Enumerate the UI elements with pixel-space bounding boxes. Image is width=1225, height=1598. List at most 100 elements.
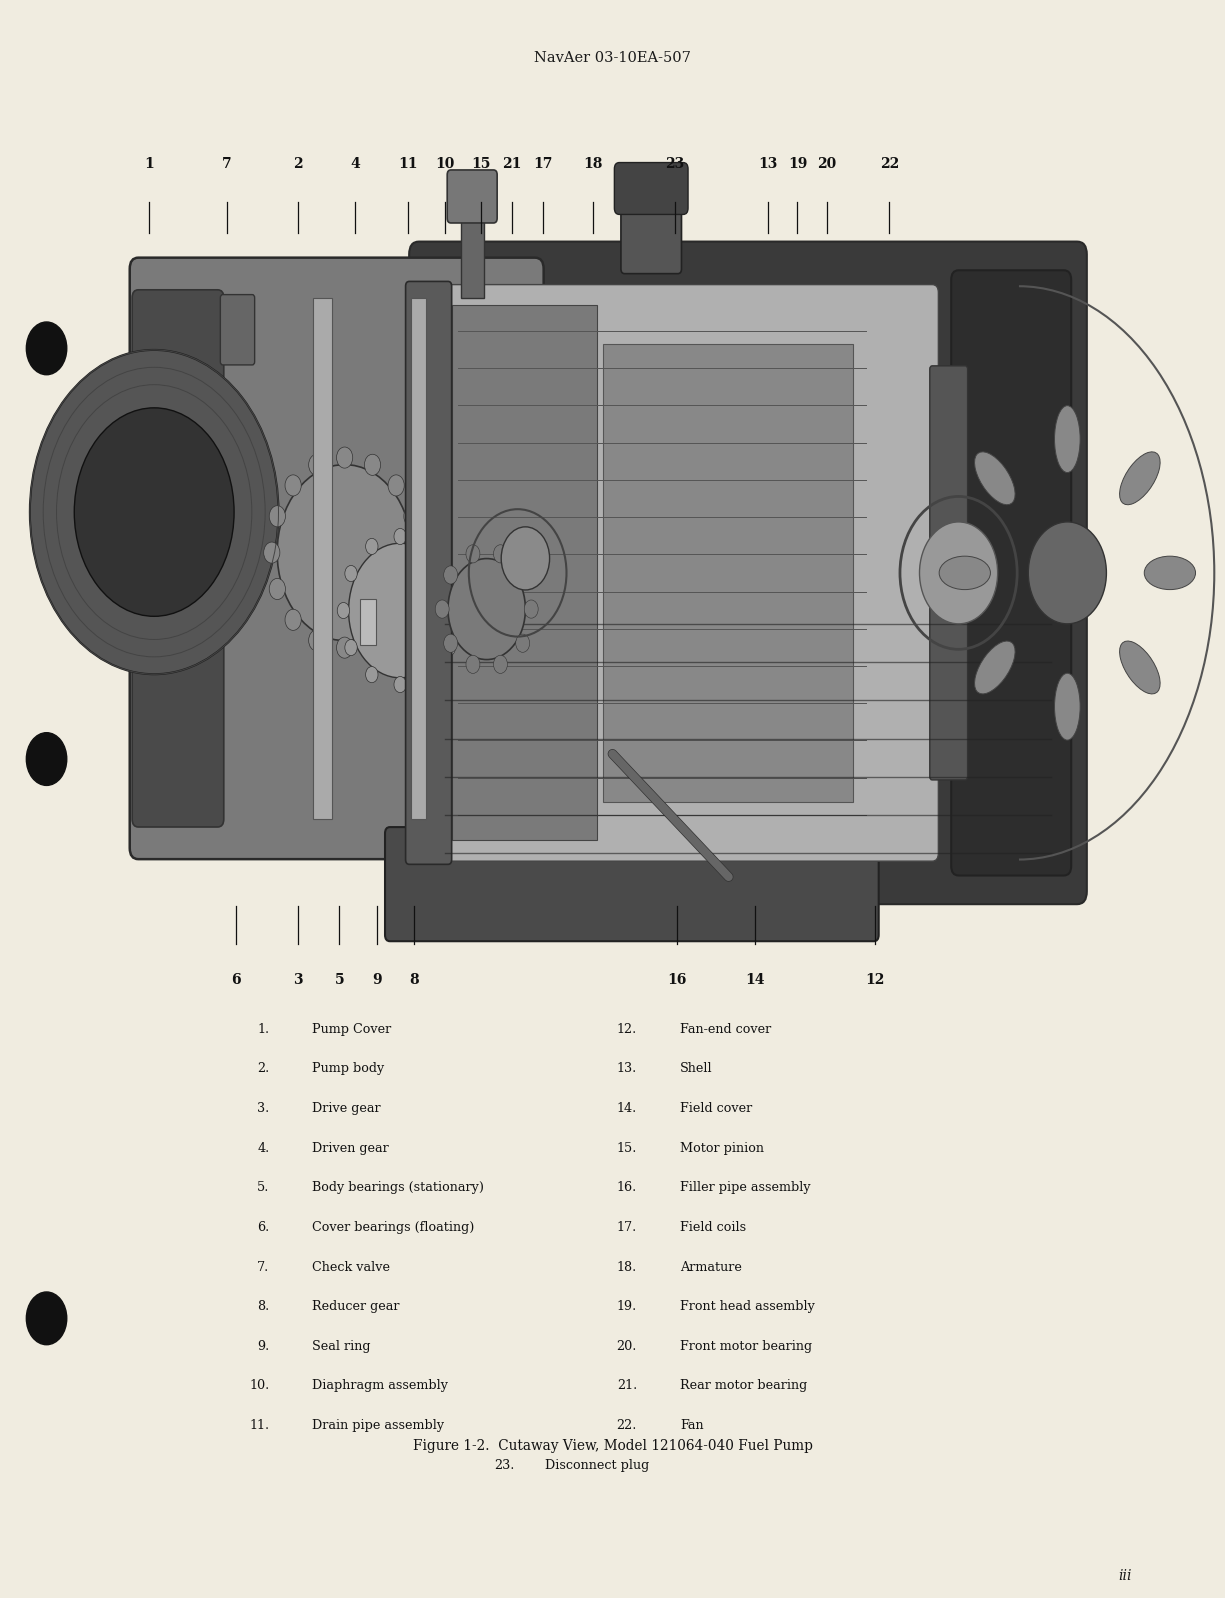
Text: Disconnect plug: Disconnect plug (545, 1459, 649, 1472)
Circle shape (29, 350, 278, 674)
Text: 16: 16 (668, 973, 687, 986)
Circle shape (364, 454, 381, 475)
Text: 2: 2 (293, 157, 303, 171)
Circle shape (263, 542, 279, 562)
Text: Fan: Fan (680, 1419, 703, 1432)
Text: 3.: 3. (257, 1103, 270, 1115)
Bar (129, 211, 1096, 935)
Ellipse shape (1120, 641, 1160, 694)
Text: Driven gear: Driven gear (312, 1141, 390, 1155)
Text: 22.: 22. (616, 1419, 637, 1432)
Text: 22: 22 (880, 157, 899, 171)
Circle shape (451, 602, 463, 618)
Text: 10.: 10. (249, 1379, 270, 1392)
Ellipse shape (975, 641, 1016, 694)
Text: Filler pipe assembly: Filler pipe assembly (680, 1181, 811, 1194)
Circle shape (285, 475, 301, 495)
FancyBboxPatch shape (405, 281, 452, 865)
Circle shape (423, 666, 435, 682)
Circle shape (277, 465, 412, 641)
Circle shape (26, 1291, 67, 1346)
Text: 5: 5 (334, 973, 344, 986)
Circle shape (443, 566, 456, 582)
Text: 1: 1 (145, 157, 154, 171)
Ellipse shape (1120, 452, 1160, 505)
Text: 19.: 19. (616, 1301, 637, 1314)
Circle shape (1028, 523, 1106, 623)
Text: Body bearings (stationary): Body bearings (stationary) (312, 1181, 484, 1194)
Text: 17: 17 (533, 157, 552, 171)
Text: 20.: 20. (616, 1339, 637, 1354)
Text: NavAer 03-10EA-507: NavAer 03-10EA-507 (534, 51, 691, 64)
FancyBboxPatch shape (952, 270, 1071, 876)
Circle shape (466, 655, 480, 673)
Text: 14.: 14. (616, 1103, 637, 1115)
FancyBboxPatch shape (385, 828, 878, 941)
Circle shape (345, 566, 358, 582)
Text: 3: 3 (293, 973, 303, 986)
Text: 4.: 4. (257, 1141, 270, 1155)
Circle shape (388, 609, 404, 630)
Circle shape (26, 323, 67, 374)
Circle shape (364, 630, 381, 650)
FancyBboxPatch shape (220, 294, 255, 364)
Circle shape (435, 599, 450, 618)
FancyBboxPatch shape (132, 289, 224, 828)
Circle shape (404, 505, 420, 527)
Text: 11: 11 (398, 157, 418, 171)
Circle shape (394, 529, 407, 545)
Text: 13: 13 (758, 157, 778, 171)
Text: 9.: 9. (257, 1339, 270, 1354)
Circle shape (516, 634, 529, 652)
Text: Drain pipe assembly: Drain pipe assembly (312, 1419, 445, 1432)
Text: 12: 12 (865, 973, 884, 986)
Bar (412, 297, 426, 820)
Text: 7.: 7. (257, 1261, 270, 1274)
Text: 16.: 16. (616, 1181, 637, 1194)
FancyBboxPatch shape (130, 257, 544, 860)
Circle shape (365, 666, 379, 682)
Text: Figure 1-2.  Cutaway View, Model 121064-040 Fuel Pump: Figure 1-2. Cutaway View, Model 121064-0… (413, 1440, 812, 1453)
Text: 21.: 21. (616, 1379, 637, 1392)
FancyBboxPatch shape (432, 284, 938, 861)
Circle shape (423, 539, 435, 555)
Circle shape (75, 407, 234, 617)
Text: 14: 14 (745, 973, 764, 986)
Text: Field coils: Field coils (680, 1221, 746, 1234)
Text: 18.: 18. (616, 1261, 637, 1274)
Text: Front motor bearing: Front motor bearing (680, 1339, 812, 1354)
Text: Fan-end cover: Fan-end cover (680, 1023, 771, 1036)
Circle shape (516, 566, 529, 583)
Text: Diaphragm assembly: Diaphragm assembly (312, 1379, 448, 1392)
Text: Front head assembly: Front head assembly (680, 1301, 815, 1314)
Circle shape (349, 543, 452, 678)
FancyBboxPatch shape (409, 241, 1087, 904)
Text: 19: 19 (788, 157, 807, 171)
Bar (360, 599, 376, 646)
Circle shape (270, 578, 285, 599)
FancyBboxPatch shape (615, 163, 688, 214)
Circle shape (404, 578, 420, 599)
Circle shape (26, 732, 67, 785)
Text: 8.: 8. (257, 1301, 270, 1314)
Ellipse shape (1055, 406, 1080, 473)
Text: 23.: 23. (494, 1459, 514, 1472)
Circle shape (524, 599, 538, 618)
Text: Rear motor bearing: Rear motor bearing (680, 1379, 807, 1392)
Circle shape (448, 559, 526, 660)
Text: 23: 23 (665, 157, 685, 171)
Circle shape (443, 566, 458, 583)
Circle shape (443, 634, 458, 652)
Circle shape (285, 609, 301, 630)
Text: Motor pinion: Motor pinion (680, 1141, 764, 1155)
Circle shape (394, 676, 407, 692)
Text: 21: 21 (502, 157, 522, 171)
Circle shape (337, 638, 353, 658)
Text: 2.: 2. (257, 1063, 270, 1075)
Circle shape (388, 475, 404, 495)
Text: 6: 6 (232, 973, 241, 986)
Text: 17.: 17. (616, 1221, 637, 1234)
Text: Cover bearings (floating): Cover bearings (floating) (312, 1221, 475, 1234)
Circle shape (345, 639, 358, 655)
Text: Shell: Shell (680, 1063, 713, 1075)
